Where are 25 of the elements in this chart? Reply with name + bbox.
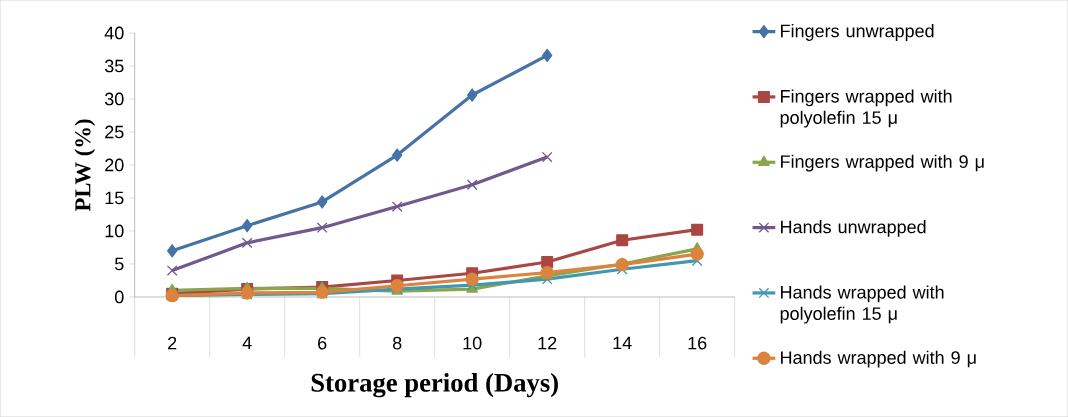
x-tick-label: 10 [463,336,482,350]
y-tick-label: 25 [105,125,124,139]
x-tick-label: 6 [318,336,327,350]
y-tick-label: 30 [104,92,124,106]
y-tick-label: 20 [105,158,124,172]
y-tick-label: 5 [114,257,124,271]
legend-label: Fingers unwrapped [781,24,934,41]
y-tick-label: 40 [104,26,124,40]
x-tick-label: 12 [538,336,557,350]
legend-label: Fingers wrapped with polyolefin 15 μ [780,89,952,128]
legend-label: Fingers wrapped with 9 μ [781,154,984,172]
x-tick-label: 14 [613,336,632,350]
legend-label: Hands unwrapped [781,220,926,237]
y-tick-label: 35 [104,59,124,73]
y-tick-label: 15 [105,191,124,205]
x-axis-title: Storage period (Days) [311,372,558,398]
y-axis-title: PLW (%) [74,119,96,212]
y-tick-label: 10 [105,224,124,238]
legend-label: Hands wrapped with polyolefin 15 μ [780,285,944,324]
x-tick-label: 2 [168,336,177,350]
y-tick-label: 0 [114,290,124,304]
x-tick-label: 4 [242,336,252,350]
x-tick-label: 16 [688,336,707,350]
x-tick-label: 8 [392,336,402,350]
legend-label: Hands wrapped with 9 μ [781,350,976,368]
